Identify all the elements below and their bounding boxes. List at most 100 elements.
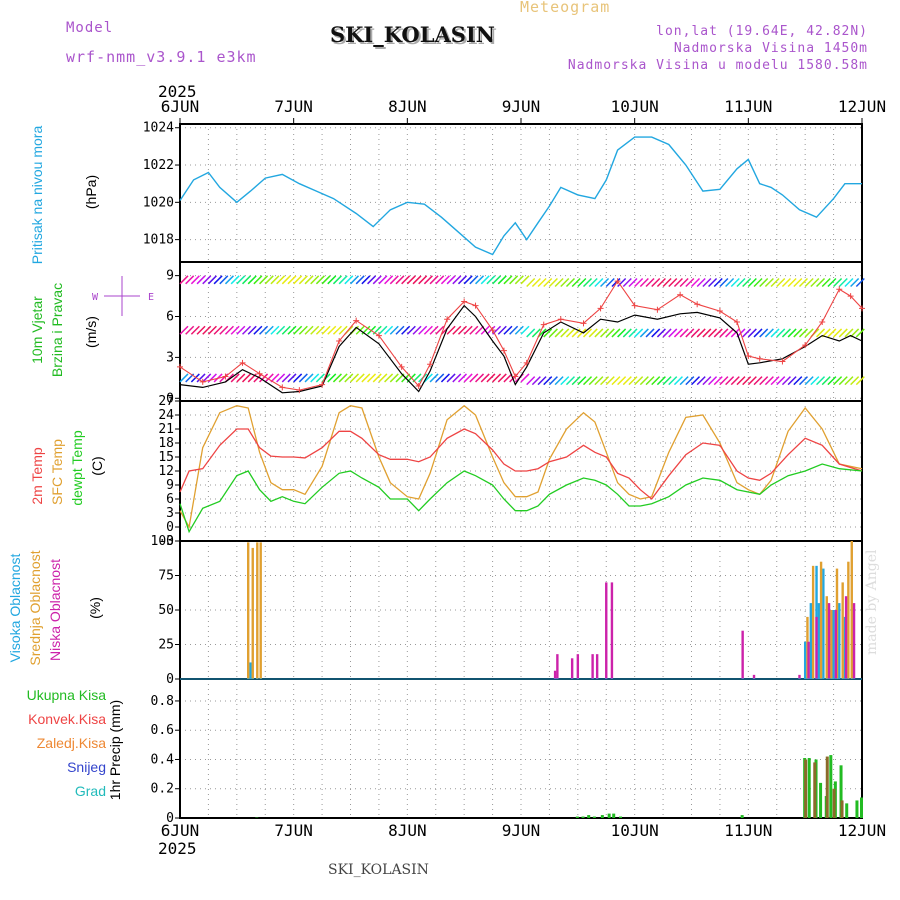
wind-barb	[384, 275, 394, 285]
wind-barb	[730, 328, 740, 338]
wind-barb	[281, 275, 291, 285]
y-tick-label: 18	[158, 436, 174, 451]
wind-barb	[747, 328, 757, 338]
precip-unit: 1hr Precip (mm)	[107, 700, 123, 800]
wind-barb	[406, 275, 416, 285]
y-tick-label: 6	[166, 310, 174, 325]
wind-barb	[321, 325, 331, 335]
cloud-bar	[807, 641, 810, 679]
temp-2m-line	[179, 428, 863, 500]
wind-barb	[207, 275, 217, 285]
wind-barb	[230, 373, 240, 383]
wind-barb	[804, 328, 814, 338]
y-tick-label: 0.8	[151, 694, 174, 709]
wind-barb	[548, 328, 558, 338]
wind-barb	[679, 277, 689, 288]
wind-barb	[310, 325, 320, 335]
wind-barb	[844, 328, 854, 338]
wind-barb	[475, 325, 485, 335]
wind-barb	[526, 376, 536, 386]
wind-barb	[253, 373, 263, 383]
year-label-bottom: 2025	[158, 839, 197, 858]
wind-gust-marker	[256, 370, 263, 377]
wind-barb	[713, 328, 723, 338]
wind-gust-marker	[444, 316, 451, 323]
wind-barb	[372, 275, 382, 285]
wind-barb	[810, 277, 820, 288]
wind-barb	[600, 277, 610, 288]
wind-barb	[435, 275, 445, 285]
wind-barb	[713, 277, 723, 288]
wind-barb	[446, 325, 456, 335]
wind-barb	[685, 277, 695, 288]
wind-barb	[492, 275, 502, 285]
cloud-bar	[251, 547, 254, 679]
wind-barb	[622, 277, 632, 288]
wind-gust-marker	[847, 293, 854, 300]
wind-barb	[770, 376, 780, 386]
wind-gust-marker	[500, 347, 507, 354]
wind-barb	[531, 277, 541, 288]
wind-barb	[759, 328, 769, 338]
wind-barb	[270, 325, 280, 335]
wind-barb	[793, 277, 803, 288]
wind-barb	[486, 373, 496, 383]
precip-bar	[612, 813, 616, 818]
wind-barb	[190, 373, 200, 383]
wind-gust-marker	[279, 384, 286, 391]
wind-barb	[696, 376, 706, 386]
sfc-temp-line	[179, 404, 863, 529]
wind-barb	[651, 376, 661, 386]
wind-barb	[196, 275, 206, 285]
wind-barb	[628, 328, 638, 338]
wind-barb	[446, 373, 456, 383]
precip-legend-item: Grad	[75, 783, 106, 799]
wind-barb	[486, 275, 496, 285]
wind-barb	[264, 275, 274, 285]
y-tick-label: 15	[158, 450, 174, 465]
wind-barb	[202, 275, 212, 285]
wind-gust-marker	[557, 316, 564, 323]
wind-barb	[611, 376, 621, 386]
precip-bar	[813, 762, 817, 818]
wind-barb	[787, 277, 797, 288]
wind-barb	[349, 373, 360, 383]
wind-barb	[230, 325, 240, 335]
wind-barb	[327, 373, 337, 383]
precip-bar	[581, 816, 585, 818]
wind-barb	[850, 376, 860, 386]
wind-barb	[855, 328, 865, 338]
wind-barb	[781, 376, 791, 386]
wind-barb	[463, 275, 473, 285]
wind-barb	[577, 277, 587, 288]
wind-barb	[452, 373, 462, 383]
high-cloud-title: Visoka Oblacnost	[7, 554, 23, 663]
wind-barb	[844, 277, 854, 288]
wind-barb	[656, 376, 666, 386]
y-tick-label: 9	[166, 269, 174, 284]
wind-barb	[713, 376, 723, 386]
cloud-bar	[844, 596, 848, 679]
cloud-bar	[822, 568, 825, 679]
wind-barb	[338, 325, 348, 335]
cloud-bar	[610, 582, 614, 679]
wind-barb	[503, 275, 513, 285]
wind-barb	[833, 376, 843, 386]
wind-barb	[565, 277, 575, 288]
wind-barb	[384, 373, 394, 383]
wind-barb	[190, 325, 200, 335]
cloud-bar	[852, 603, 856, 679]
wind-barb	[185, 325, 195, 335]
wind-barb	[389, 325, 399, 335]
wind-barb	[690, 328, 701, 338]
precip-legend-item: Snijeg	[67, 759, 106, 775]
wind-barb	[259, 275, 269, 285]
wind-gust-marker	[540, 321, 547, 328]
wind-barb	[332, 325, 342, 335]
cloud-bar	[809, 603, 813, 679]
wind-barb	[264, 373, 274, 383]
wind-barb	[526, 328, 536, 338]
wind-barb	[429, 325, 439, 335]
wind-gust-marker	[375, 332, 382, 339]
